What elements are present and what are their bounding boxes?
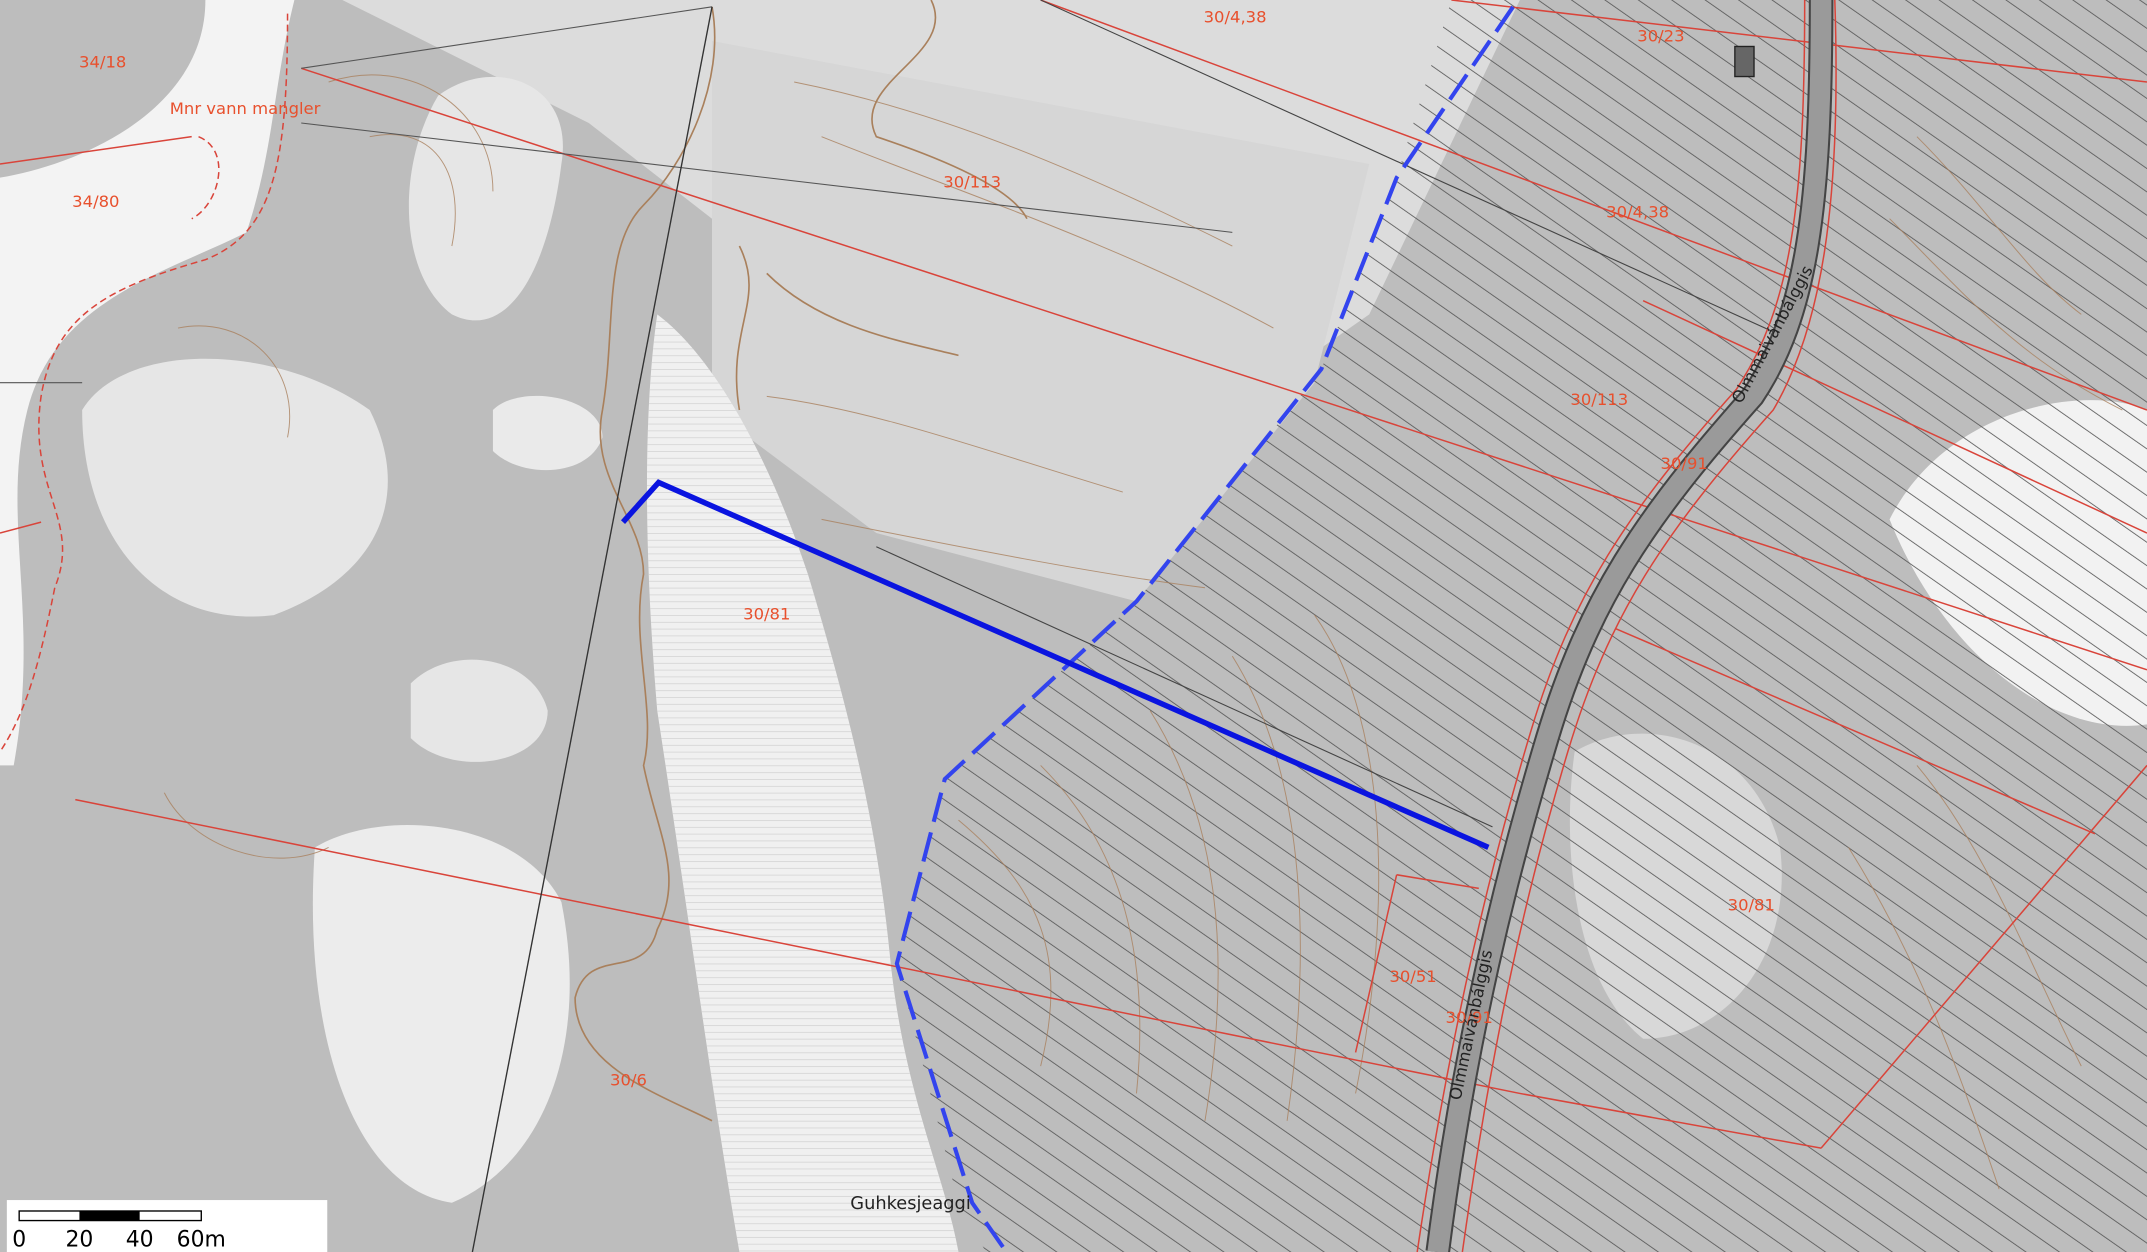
parcel-label: 30/113 bbox=[943, 173, 1001, 192]
boundaries bbox=[620, 5, 1515, 1252]
road bbox=[1416, 0, 1837, 1252]
parcel-label: 30/81 bbox=[743, 605, 790, 624]
scale-bar: 0 20 40 60m bbox=[6, 1200, 328, 1252]
parcel-label: 30/81 bbox=[1728, 896, 1775, 915]
parcel-label: 30/91 bbox=[1661, 454, 1708, 473]
dashed-boundary bbox=[894, 5, 1515, 1252]
parcel-label: 30/113 bbox=[1570, 390, 1628, 409]
parcel-label: 30/91 bbox=[1446, 1008, 1493, 1027]
scale-label: 0 bbox=[12, 1228, 26, 1252]
planned-line bbox=[620, 479, 1490, 850]
place-name: Guhkesjeaggi bbox=[850, 1193, 970, 1214]
parcel-label: 30/51 bbox=[1389, 967, 1436, 986]
parcel-label: 30/4,38 bbox=[1606, 203, 1669, 222]
parcel-label: 34/80 bbox=[72, 192, 119, 211]
contours bbox=[163, 0, 2123, 1190]
parcel-label: 30/4,38 bbox=[1204, 7, 1267, 26]
parcel-label: Mnr vann mangler bbox=[170, 99, 321, 118]
scale-label: 60m bbox=[177, 1228, 226, 1252]
parcel-label: 30/23 bbox=[1637, 26, 1684, 45]
parcel-label: 30/6 bbox=[610, 1071, 647, 1090]
parcel-label: 34/18 bbox=[79, 52, 126, 71]
scale-label: 20 bbox=[65, 1228, 93, 1252]
scale-label: 40 bbox=[126, 1228, 154, 1252]
